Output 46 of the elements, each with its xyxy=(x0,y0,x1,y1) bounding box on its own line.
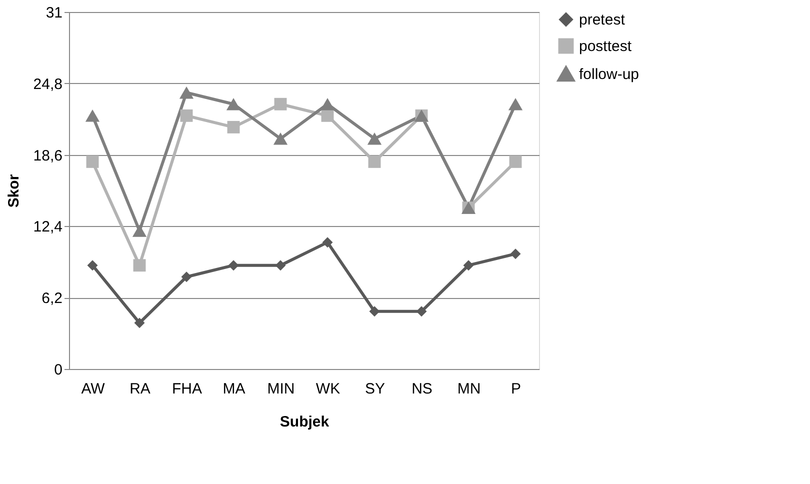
point xyxy=(416,306,427,317)
x-tick-label: MA xyxy=(222,380,246,398)
point xyxy=(320,98,335,110)
x-tick-label: P xyxy=(510,380,522,398)
point xyxy=(85,110,100,122)
x-axis-title: Subjek xyxy=(280,414,330,430)
x-tick-label: SY xyxy=(364,380,386,398)
point xyxy=(275,260,286,271)
y-tick-label: 18,6 xyxy=(33,147,62,164)
point xyxy=(367,132,382,145)
point xyxy=(228,260,239,271)
y-tick-label: 0 xyxy=(54,362,62,378)
legend-label: pretest xyxy=(579,12,626,28)
y-axis-title: Skor xyxy=(5,174,22,208)
point xyxy=(86,155,99,168)
point xyxy=(226,98,241,110)
y-tick-label: 12,4 xyxy=(33,218,62,236)
x-tick-label: FHA xyxy=(172,380,202,398)
point xyxy=(510,248,521,260)
point xyxy=(179,86,194,99)
x-tick-label: NS xyxy=(412,380,432,398)
point xyxy=(368,155,381,168)
x-tick-label: MIN xyxy=(267,380,295,398)
y-tick-label: 24,8 xyxy=(33,76,62,93)
point xyxy=(134,318,145,328)
x-tick-label: WK xyxy=(316,380,340,398)
point xyxy=(509,155,522,168)
point xyxy=(463,260,474,271)
legend-label: posttest xyxy=(579,38,632,55)
point xyxy=(274,98,287,110)
point xyxy=(87,260,98,271)
x-tick-label: RA xyxy=(130,380,150,398)
point xyxy=(273,132,288,145)
point xyxy=(133,259,146,272)
y-tick-label: 6,2 xyxy=(42,290,62,308)
point xyxy=(508,98,523,110)
point xyxy=(322,237,333,248)
y-tick-label: 31 xyxy=(46,4,62,22)
point xyxy=(132,224,147,237)
point xyxy=(227,120,240,134)
point xyxy=(369,306,380,317)
point xyxy=(181,272,192,282)
x-tick-label: MN xyxy=(457,380,481,398)
legend-label: follow-up xyxy=(579,66,640,83)
x-tick-label: AW xyxy=(81,380,106,398)
point xyxy=(180,109,193,122)
